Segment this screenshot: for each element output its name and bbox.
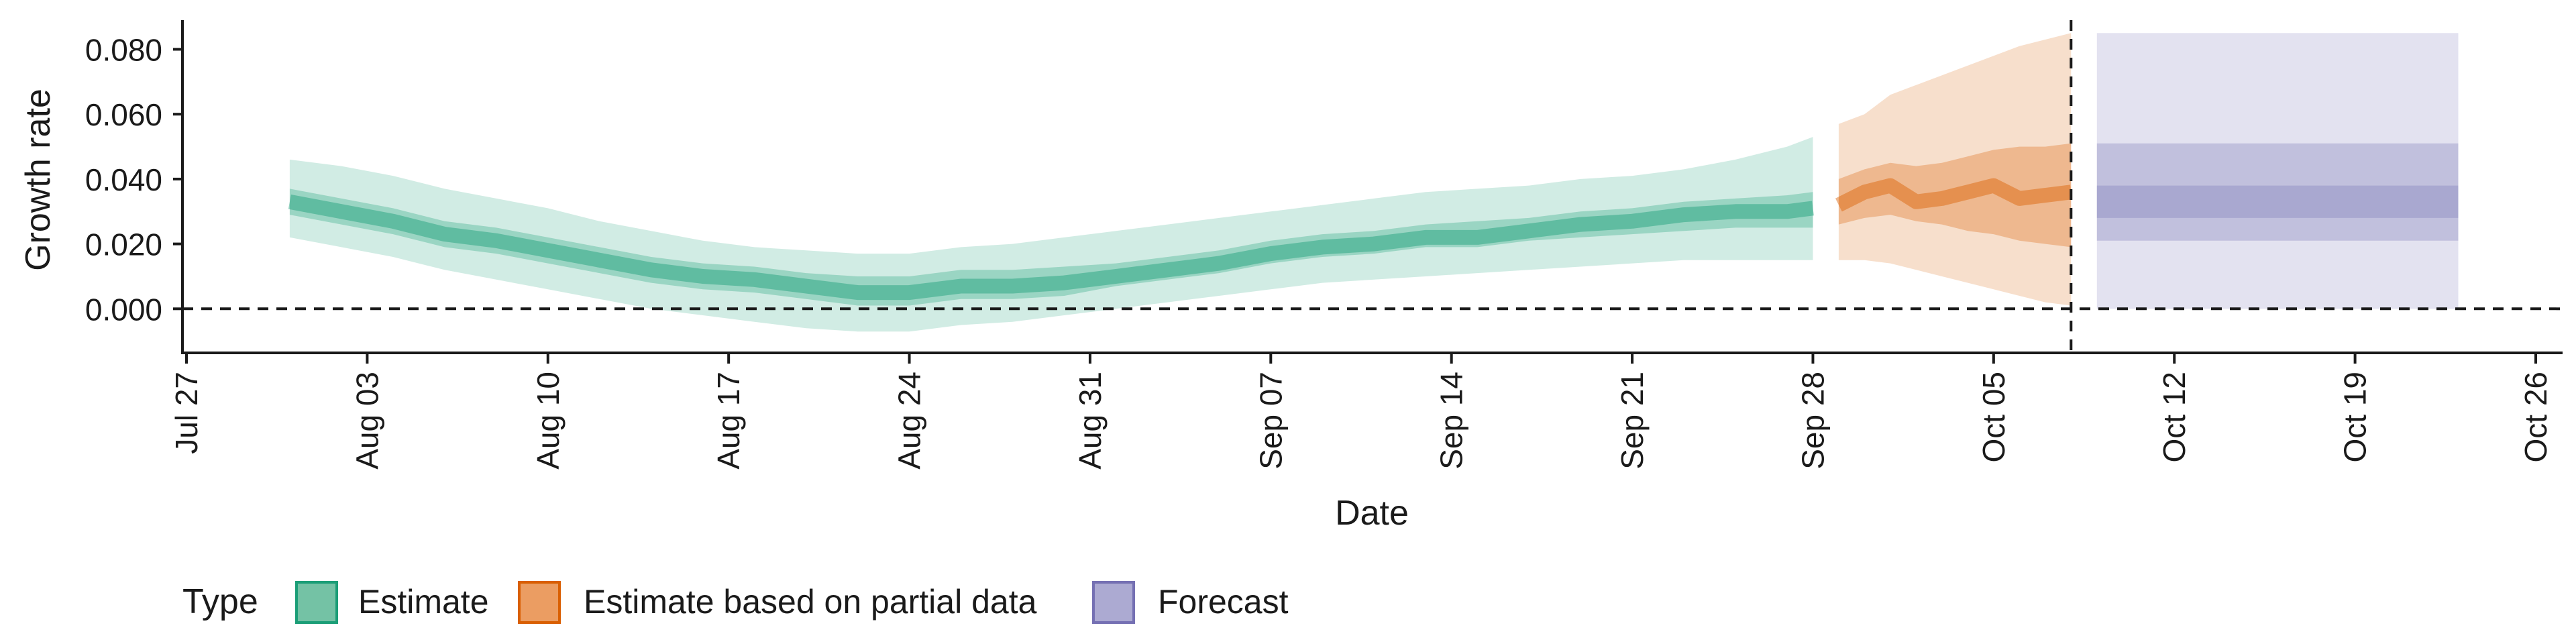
y-tick-label: 0.040	[85, 162, 162, 197]
legend-swatch-partial	[518, 581, 561, 624]
series-estimate-based-on-partial-data	[1835, 33, 2072, 306]
x-tick-label: Aug 03	[350, 372, 384, 470]
x-tick-label: Sep 07	[1253, 372, 1288, 470]
y-tick-label: 0.000	[85, 292, 162, 327]
x-tick-label: Oct 12	[2157, 372, 2192, 463]
legend: Type Estimate Estimate based on partial …	[182, 581, 1289, 624]
x-tick-label: Oct 05	[1976, 372, 2011, 463]
y-tick-label: 0.020	[85, 227, 162, 262]
x-tick-label: Sep 14	[1434, 372, 1469, 470]
series-forecast	[2096, 33, 2459, 309]
legend-label-forecast: Forecast	[1158, 583, 1289, 621]
legend-label-estimate: Estimate	[358, 583, 489, 621]
x-tick-label: Aug 17	[711, 372, 746, 470]
legend-swatch-forecast	[1092, 581, 1135, 624]
y-axis-title: Growth rate	[19, 89, 58, 271]
y-axis-ticks: 0.000 0.020 0.040 0.060 0.080	[85, 33, 182, 327]
x-tick-label: Aug 10	[531, 372, 566, 470]
x-tick-label: Oct 19	[2338, 372, 2373, 463]
x-axis-title: Date	[1335, 494, 1409, 533]
band-50-forecast	[2096, 143, 2459, 241]
y-tick-label: 0.060	[85, 97, 162, 132]
band-25-forecast	[2096, 185, 2459, 218]
y-tick-label: 0.080	[85, 33, 162, 68]
x-tick-label: Sep 28	[1796, 372, 1831, 470]
series-estimate	[288, 137, 1814, 332]
plot-area	[182, 20, 2563, 354]
legend-label-partial: Estimate based on partial data	[584, 583, 1037, 621]
band-90-estimate	[289, 137, 1813, 332]
legend-swatch-estimate	[295, 581, 338, 624]
axes	[181, 20, 2563, 354]
band-50-estimate	[289, 189, 1813, 306]
band-90-estimate-based-on-partial-data	[1838, 33, 2072, 306]
x-tick-label: Aug 31	[1073, 372, 1108, 470]
band-90-forecast	[2096, 33, 2459, 309]
legend-title: Type	[182, 582, 258, 621]
x-tick-label: Aug 24	[892, 372, 927, 470]
x-axis-ticks: Jul 27 Aug 03 Aug 10 Aug 17 Aug 24 Aug 31 Sep …	[169, 353, 2553, 470]
x-tick-label: Oct 26	[2518, 372, 2553, 463]
median-line-estimate	[288, 194, 1814, 301]
x-tick-label: Sep 21	[1615, 372, 1650, 470]
median-line-estimate-based-on-partial-data	[1835, 178, 2072, 212]
x-tick-label: Jul 27	[169, 372, 204, 454]
band-50-estimate-based-on-partial-data	[1838, 143, 2072, 248]
